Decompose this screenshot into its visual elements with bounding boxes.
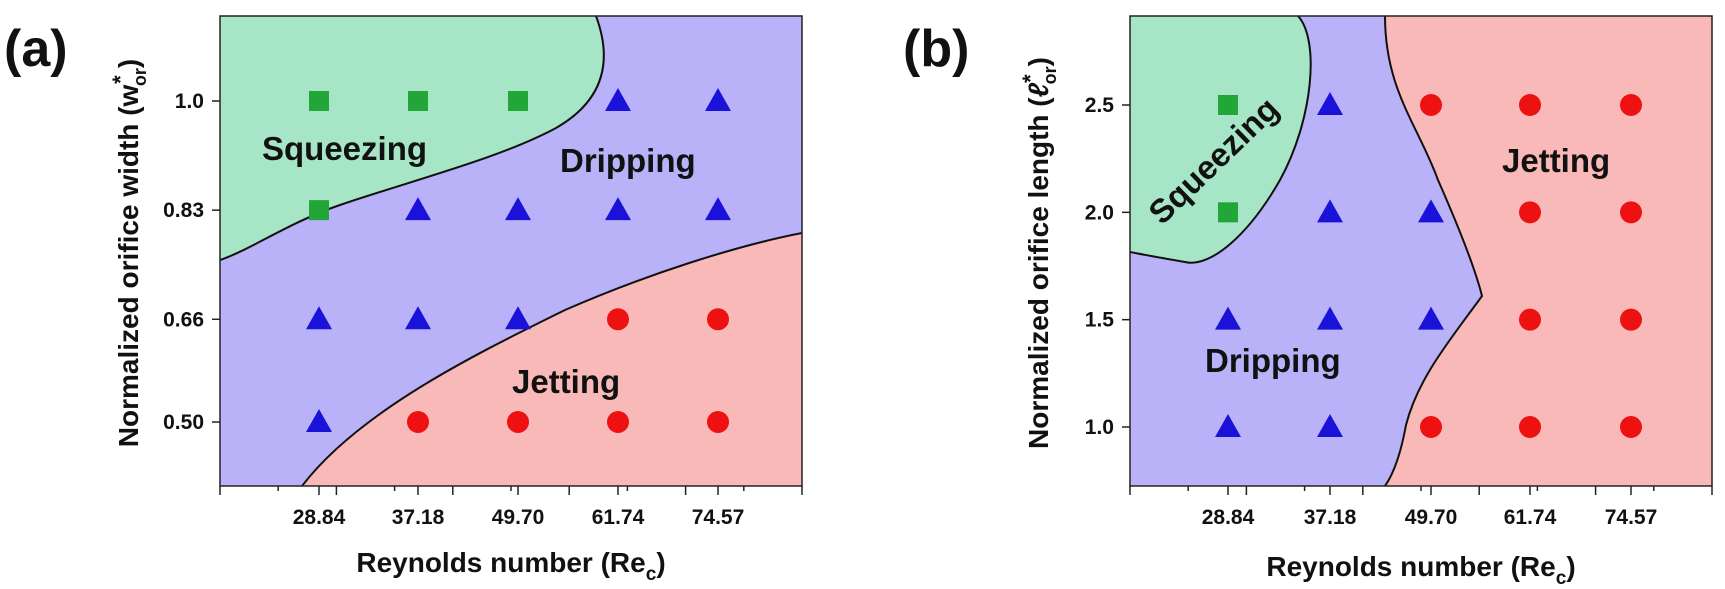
y-tick-label: 0.66 [163, 308, 204, 331]
dripping-marker [705, 88, 731, 111]
panel-b-x-axis-title: Reynolds number (Rec) [1266, 551, 1575, 589]
y-tick-label: 0.50 [163, 411, 204, 434]
panel-b-label-dripping: Dripping [1205, 342, 1341, 379]
panel-a-label: (a) [4, 20, 68, 78]
panel-b-y-axis-ticks: 1.0 1.5 2.0 2.5 [1085, 94, 1130, 439]
x-tick-label: 49.70 [1405, 506, 1458, 529]
jetting-marker [1519, 201, 1541, 224]
panel-a-label-dripping: Dripping [560, 142, 696, 179]
dripping-marker [1317, 414, 1343, 437]
x-tick-label: 28.84 [293, 506, 346, 529]
jetting-marker [1519, 308, 1541, 331]
jetting-marker [407, 411, 429, 433]
jetting-marker [1620, 308, 1642, 331]
panel-b-markers [1215, 92, 1642, 438]
jetting-marker [607, 308, 629, 331]
jetting-marker [1519, 94, 1541, 116]
panel-b-boundary-squeezing [1130, 16, 1312, 264]
panel-a-label-squeezing: Squeezing [262, 130, 427, 167]
dripping-marker [1215, 414, 1241, 437]
dripping-marker [605, 88, 631, 111]
squeezing-marker [1218, 95, 1238, 115]
panel-a-boundary-jetting [301, 232, 802, 486]
squeezing-marker [408, 91, 428, 111]
jetting-marker [707, 308, 729, 331]
dripping-marker [306, 306, 332, 330]
dripping-marker [405, 197, 431, 221]
jetting-marker [1620, 416, 1642, 438]
squeezing-marker [309, 91, 329, 111]
y-tick-label: 2.0 [1085, 201, 1114, 224]
y-tick-label: 2.5 [1085, 94, 1115, 117]
x-tick-label: 61.74 [1504, 506, 1557, 529]
panel-a: (a) Squeezing Dripping Jetting 28.84 37.1… [4, 15, 803, 585]
x-tick-label: 37.18 [392, 506, 445, 529]
jetting-marker [1420, 94, 1442, 116]
panel-a-x-axis-title: Reynolds number (Rec) [356, 547, 665, 585]
panel-a-markers [306, 88, 731, 433]
panel-a-boundary-squeezing [220, 16, 605, 261]
panel-b-boundary-jetting [1384, 16, 1484, 486]
y-tick-label: 1.0 [175, 90, 204, 113]
y-tick-label: 1.0 [1085, 416, 1114, 439]
dripping-marker [1418, 199, 1444, 223]
dripping-marker [306, 409, 332, 432]
jetting-marker [1420, 416, 1442, 438]
y-tick-label: 1.5 [1085, 309, 1115, 332]
dripping-marker [1418, 306, 1444, 330]
squeezing-marker [1218, 202, 1238, 223]
panel-b-label-jetting: Jetting [1502, 142, 1610, 179]
jetting-marker [607, 411, 629, 433]
x-tick-label: 37.18 [1304, 506, 1357, 529]
jetting-marker [1620, 94, 1642, 116]
jetting-marker [1620, 201, 1642, 224]
x-tick-label: 61.74 [592, 506, 645, 529]
dripping-marker [1317, 199, 1343, 223]
jetting-marker [707, 411, 729, 433]
panel-a-label-jetting: Jetting [512, 363, 620, 400]
panel-a-x-axis-ticks: 28.84 37.18 49.70 61.74 74.57 [219, 486, 803, 529]
panel-a-region-squeezing [220, 16, 604, 260]
panel-b-y-axis-title: Normalized orifice length (ℓ*or) [1018, 57, 1060, 449]
panel-b: (b) Squeezing Dripping Jetting 28.84 37.1… [903, 15, 1713, 589]
dripping-marker [1215, 306, 1241, 330]
dripping-marker [605, 197, 631, 221]
y-tick-label: 0.83 [163, 199, 204, 222]
dripping-marker [705, 197, 731, 221]
dripping-marker [1317, 306, 1343, 330]
dripping-marker [1317, 92, 1343, 115]
panel-b-label: (b) [903, 20, 969, 78]
x-tick-label: 28.84 [1202, 506, 1255, 529]
x-tick-label: 74.57 [692, 506, 745, 529]
panel-a-y-axis-ticks: 0.50 0.66 0.83 1.0 [163, 90, 220, 434]
jetting-marker [1519, 416, 1541, 438]
jetting-marker [507, 411, 529, 433]
x-tick-label: 74.57 [1605, 506, 1658, 529]
x-tick-label: 49.70 [492, 506, 545, 529]
squeezing-marker [309, 200, 329, 221]
panel-b-region-squeezing [1130, 16, 1311, 263]
dripping-marker [405, 306, 431, 330]
squeezing-marker [508, 91, 528, 111]
dripping-marker [505, 197, 531, 221]
dripping-marker [505, 306, 531, 330]
panel-b-x-axis-ticks: 28.84 37.18 49.70 61.74 74.57 [1129, 486, 1713, 529]
panel-a-y-axis-title: Normalized orifice width (w*or) [108, 59, 150, 447]
